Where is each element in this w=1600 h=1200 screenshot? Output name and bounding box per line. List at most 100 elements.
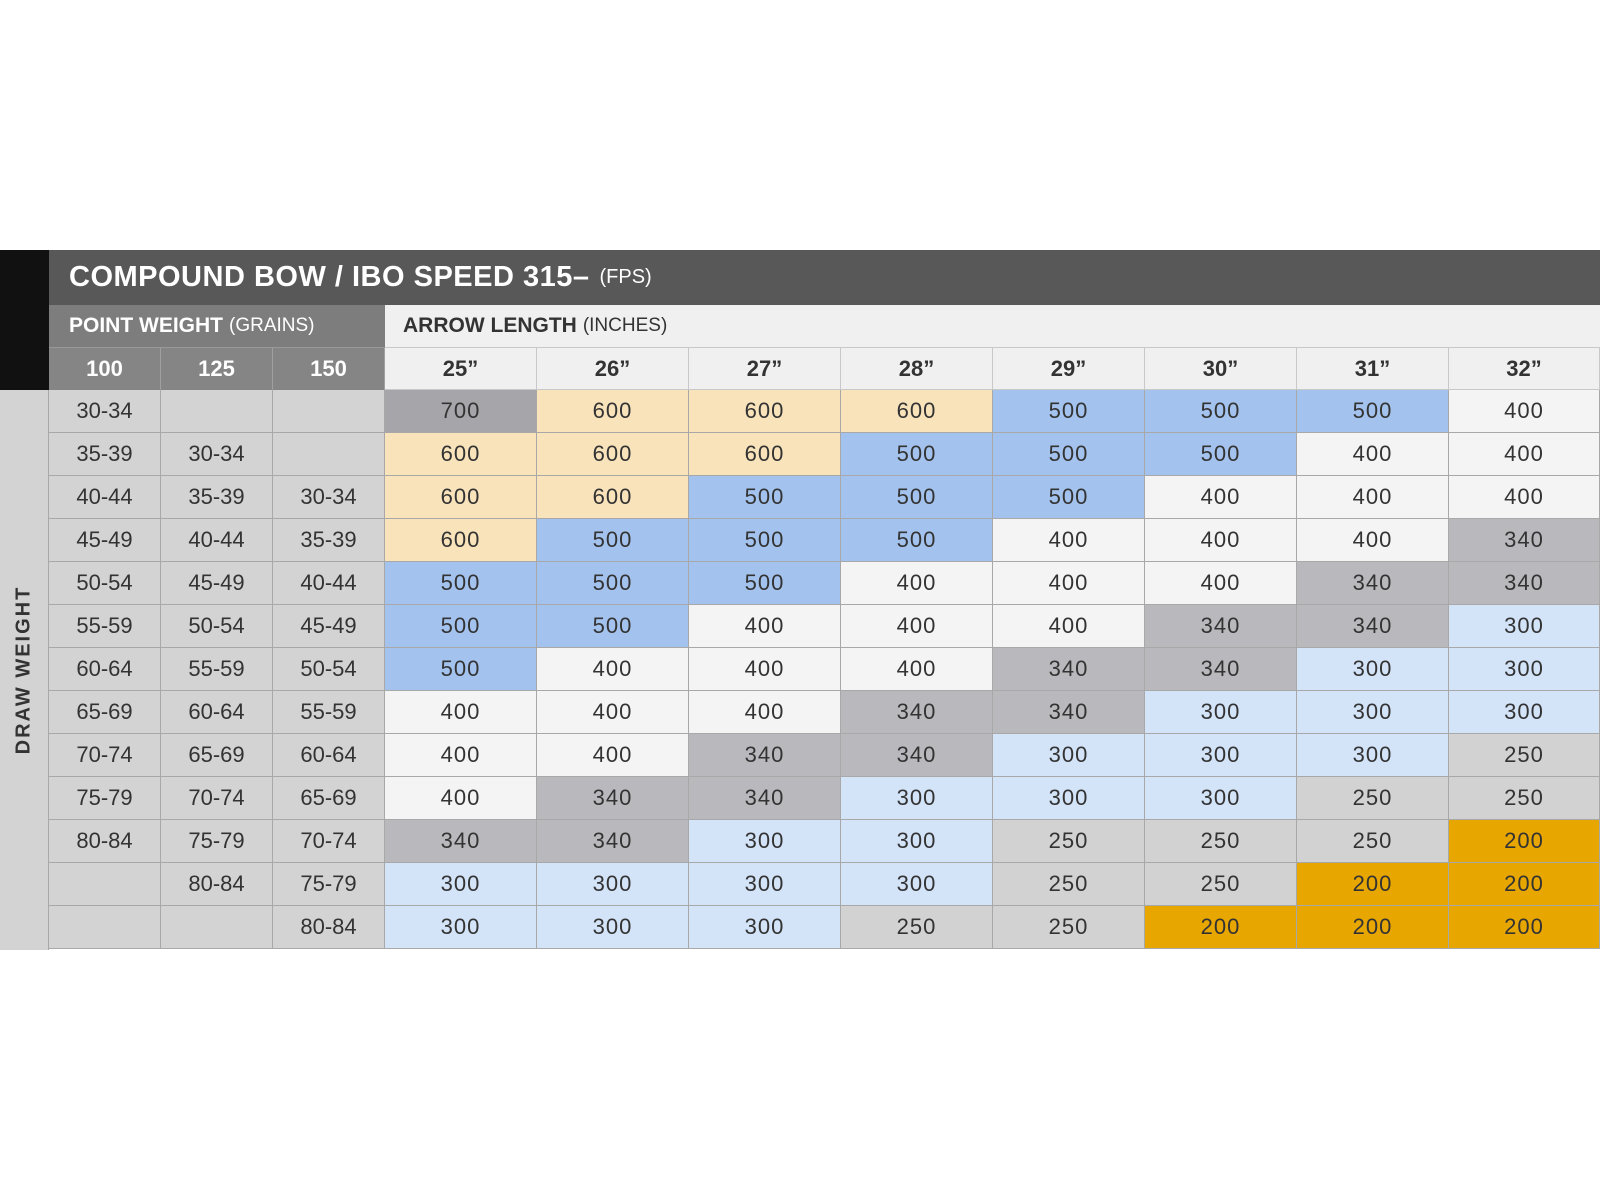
spine-cell: 500 — [993, 390, 1145, 433]
spine-cell: 250 — [1449, 777, 1600, 820]
draw-weight-label: DRAW WEIGHT — [12, 585, 35, 755]
spine-cell: 600 — [537, 433, 689, 476]
spine-cell: 600 — [689, 433, 841, 476]
arrow-length-col-header: 25” — [385, 348, 537, 390]
spine-cell: 300 — [689, 863, 841, 906]
spine-cell: 500 — [689, 519, 841, 562]
point-weight-unit: (GRAINS) — [229, 315, 315, 336]
spine-cell: 600 — [385, 519, 537, 562]
spine-cell: 600 — [689, 390, 841, 433]
draw-weight-cell: 75-79 — [161, 820, 273, 863]
chart-title: COMPOUND BOW / IBO SPEED 315– — [69, 261, 590, 293]
spine-cell: 400 — [537, 734, 689, 777]
spine-cell: 340 — [841, 691, 993, 734]
spine-cell: 340 — [385, 820, 537, 863]
spine-cell: 340 — [689, 734, 841, 777]
spine-cell: 340 — [689, 777, 841, 820]
draw-weight-cell: 55-59 — [49, 605, 161, 648]
spine-cell: 340 — [1297, 605, 1449, 648]
spine-cell: 400 — [385, 777, 537, 820]
spine-cell: 300 — [537, 863, 689, 906]
spine-cell: 400 — [841, 605, 993, 648]
spine-cell: 250 — [993, 863, 1145, 906]
draw-weight-axis: DRAW WEIGHT — [0, 390, 49, 950]
point-weight-col-header: 100 — [49, 348, 161, 397]
point-weight-label: POINT WEIGHT — [69, 314, 223, 337]
spine-cell: 400 — [993, 562, 1145, 605]
spine-cell: 400 — [1449, 433, 1600, 476]
draw-weight-cell: 80-84 — [49, 820, 161, 863]
draw-weight-cell: 70-74 — [49, 734, 161, 777]
spine-cell: 400 — [1145, 562, 1297, 605]
spine-cell: 500 — [385, 648, 537, 691]
spine-chart: COMPOUND BOW / IBO SPEED 315– (FPS) POIN… — [0, 250, 1600, 950]
draw-weight-cell: 55-59 — [161, 648, 273, 691]
draw-weight-cell: 35-39 — [161, 476, 273, 519]
spine-cell: 400 — [1297, 476, 1449, 519]
spine-cell: 400 — [385, 734, 537, 777]
spine-cell: 500 — [385, 562, 537, 605]
spine-cell: 400 — [1297, 519, 1449, 562]
spine-cell: 340 — [1297, 562, 1449, 605]
spine-cell: 500 — [537, 562, 689, 605]
spine-cell: 340 — [1449, 562, 1600, 605]
spine-cell: 300 — [1145, 734, 1297, 777]
draw-weight-cell: 65-69 — [273, 777, 385, 820]
spine-cell: 500 — [993, 433, 1145, 476]
spine-cell: 400 — [993, 605, 1145, 648]
spine-cell: 500 — [537, 605, 689, 648]
spine-cell: 300 — [1297, 691, 1449, 734]
draw-weight-cell: 60-64 — [273, 734, 385, 777]
spine-cell: 340 — [1145, 605, 1297, 648]
point-weight-header: POINT WEIGHT (GRAINS) — [49, 305, 385, 348]
spine-cell: 200 — [1297, 863, 1449, 906]
draw-weight-cell: 60-64 — [49, 648, 161, 691]
draw-weight-cell: 50-54 — [49, 562, 161, 605]
spine-cell: 250 — [1145, 820, 1297, 863]
draw-weight-cell: 50-54 — [273, 648, 385, 691]
draw-weight-cell: 55-59 — [273, 691, 385, 734]
spine-cell: 400 — [689, 648, 841, 691]
draw-weight-cell: 45-49 — [273, 605, 385, 648]
spine-cell: 300 — [841, 777, 993, 820]
arrow-length-col-header: 32” — [1449, 348, 1600, 390]
spine-cell: 200 — [1449, 820, 1600, 863]
spine-cell: 400 — [385, 691, 537, 734]
spine-cell: 250 — [1145, 863, 1297, 906]
draw-weight-cell: 35-39 — [273, 519, 385, 562]
spine-cell: 200 — [1297, 906, 1449, 949]
spine-cell: 400 — [689, 605, 841, 648]
draw-weight-cell: 70-74 — [273, 820, 385, 863]
spine-cell: 600 — [537, 390, 689, 433]
spine-cell: 300 — [689, 906, 841, 949]
spine-cell: 300 — [1449, 605, 1600, 648]
arrow-length-header: ARROW LENGTH (INCHES) — [385, 305, 1600, 348]
spine-cell: 400 — [689, 691, 841, 734]
spine-cell: 300 — [1145, 777, 1297, 820]
spine-cell: 400 — [537, 648, 689, 691]
draw-weight-cell: 40-44 — [49, 476, 161, 519]
chart-title-unit: (FPS) — [599, 266, 652, 288]
spine-cell: 300 — [1297, 734, 1449, 777]
spine-cell: 300 — [1145, 691, 1297, 734]
draw-weight-cell: 60-64 — [161, 691, 273, 734]
spine-cell: 300 — [993, 777, 1145, 820]
spine-cell: 200 — [1145, 906, 1297, 949]
spine-cell: 500 — [993, 476, 1145, 519]
draw-weight-cell: 80-84 — [273, 906, 385, 949]
draw-weight-cell: 30-34 — [161, 433, 273, 476]
spine-cell: 400 — [1297, 433, 1449, 476]
corner-block — [0, 250, 49, 390]
spine-cell: 700 — [385, 390, 537, 433]
spine-cell: 400 — [1145, 476, 1297, 519]
spine-cell: 500 — [841, 476, 993, 519]
spine-cell: 300 — [841, 863, 993, 906]
spine-cell: 400 — [1449, 390, 1600, 433]
point-weight-col-header: 125 — [161, 348, 273, 397]
point-weight-col-header: 150 — [273, 348, 385, 397]
arrow-length-label: ARROW LENGTH — [403, 314, 577, 337]
draw-weight-cell: 30-34 — [49, 390, 161, 433]
draw-weight-cell: 40-44 — [273, 562, 385, 605]
draw-weight-cell — [273, 433, 385, 476]
draw-weight-cell: 70-74 — [161, 777, 273, 820]
